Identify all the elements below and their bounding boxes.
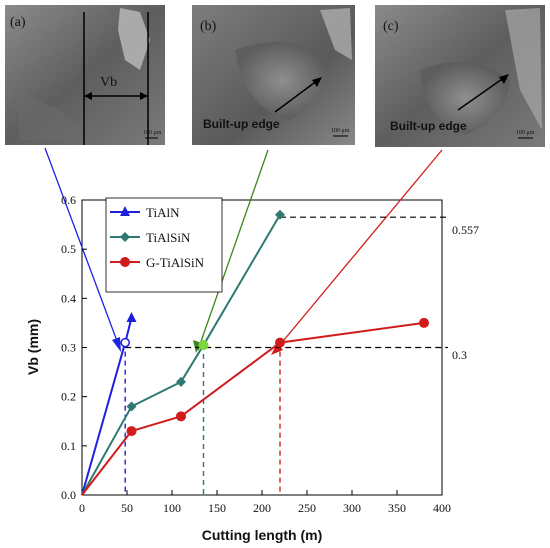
x-tick-label: 50: [121, 501, 133, 515]
x-tick-label: 100: [163, 501, 181, 515]
point-tialn: [126, 312, 137, 322]
point-g-tialsin: [126, 426, 137, 437]
connector-a: [44, 147, 121, 350]
panel-a-scale: 100 μm: [143, 130, 162, 136]
point-g-tialsin: [419, 317, 429, 328]
panel-b-scale: 100 μm: [331, 128, 350, 134]
legend-label-tialn: TiAlN: [146, 205, 180, 220]
annotation-03: 0.3: [452, 348, 467, 362]
x-tick-label: 150: [208, 501, 226, 515]
y-tick-label: 0.6: [61, 193, 76, 207]
x-tick-label: 250: [298, 501, 316, 515]
x-tick-label: 200: [253, 501, 271, 515]
panel-b-annotation: Built-up edge: [203, 117, 280, 131]
y-tick-label: 0.1: [61, 439, 76, 453]
connector-c: [273, 149, 443, 353]
y-axis-title: Vb (mm): [25, 319, 41, 375]
panel-a-label: (a): [10, 15, 26, 30]
panel-b-label: (b): [200, 19, 217, 34]
legend-marker-tialn: [120, 206, 130, 216]
y-tick-label: 0.0: [61, 488, 76, 502]
point-tialsin: [198, 340, 209, 351]
x-tick-label: 300: [343, 501, 361, 515]
panel-c-annotation: Built-up edge: [390, 119, 467, 133]
point-tialsin: [126, 401, 137, 412]
sem-panel-b: (b) Built-up edge 100 μm: [192, 5, 355, 145]
point-g-tialsin: [176, 411, 186, 422]
y-tick-label: 0.3: [61, 341, 76, 355]
legend-label-g-tialsin: G-TiAlSiN: [146, 255, 205, 270]
sem-panel-c: (c) Built-up edge 100 μm: [375, 5, 545, 147]
x-tick-label: 400: [433, 501, 451, 515]
data-series: [81, 209, 429, 496]
panel-c-scale: 100 μm: [516, 130, 535, 136]
connector-b: [197, 149, 269, 351]
point-tialsin: [275, 209, 285, 220]
y-tick-label: 0.5: [61, 242, 76, 256]
point-tialsin: [176, 376, 186, 387]
y-tick-label: 0.2: [61, 390, 76, 404]
x-tick-label: 350: [388, 501, 406, 515]
legend-label-tialsin: TiAlSiN: [146, 230, 191, 245]
sem-panel-a: (a) Vb 100 μm: [5, 5, 165, 145]
panel-a-vb-label: Vb: [100, 75, 117, 90]
x-tick-label: 0: [79, 501, 85, 515]
panel-c-label: (c): [383, 19, 399, 34]
point-g-tialsin: [275, 337, 285, 348]
connector-arrows: [44, 147, 443, 355]
legend-marker-g-tialsin: [120, 257, 130, 267]
connector-c-arrowhead: [271, 343, 283, 355]
axes: 0 50 100 150 200 250 300 350 400 0.0 0.1 0.2 0.3 0.4 0…: [61, 193, 451, 515]
connector-a-arrowhead: [112, 337, 121, 352]
legend: TiAlN TiAlSiN G-TiAlSiN: [105, 197, 223, 293]
point-tialn: [120, 337, 130, 348]
legend-marker-tialsin: [120, 232, 130, 242]
x-axis-title: Cutting length (m): [202, 527, 323, 543]
y-tick-label: 0.4: [61, 291, 76, 305]
annotation-0557: 0.557: [452, 223, 479, 237]
